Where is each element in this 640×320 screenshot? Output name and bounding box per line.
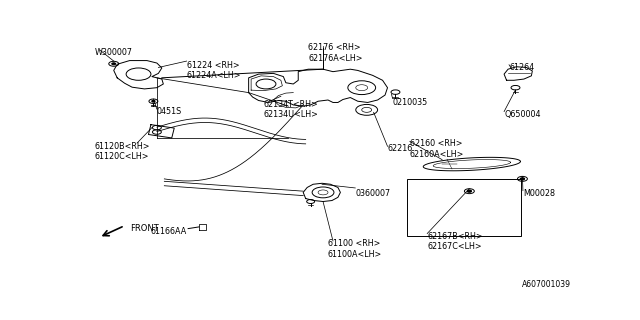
Circle shape (112, 63, 116, 65)
Text: 62216: 62216 (388, 144, 413, 153)
Text: Q650004: Q650004 (504, 110, 541, 119)
Text: 62176 <RH>
62176A<LH>: 62176 <RH> 62176A<LH> (308, 43, 363, 63)
Text: 0210035: 0210035 (392, 98, 428, 107)
Text: 61120B<RH>
61120C<LH>: 61120B<RH> 61120C<LH> (95, 142, 150, 161)
Text: 61100 <RH>
61100A<LH>: 61100 <RH> 61100A<LH> (328, 239, 382, 259)
Bar (408, 179, 522, 236)
Text: 61224 <RH>
61224A<LH>: 61224 <RH> 61224A<LH> (187, 60, 241, 80)
Text: 61166AA: 61166AA (150, 227, 187, 236)
Text: 61264: 61264 (509, 63, 534, 72)
Text: 62160 <RH>
62160A<LH>: 62160 <RH> 62160A<LH> (410, 140, 464, 159)
Text: 62134T<RH>
62134U<LH>: 62134T<RH> 62134U<LH> (264, 100, 318, 119)
Text: FRONT: FRONT (131, 224, 159, 233)
Text: M00028: M00028 (523, 189, 555, 198)
Text: 62167B<RH>
62167C<LH>: 62167B<RH> 62167C<LH> (428, 232, 483, 251)
Circle shape (467, 190, 471, 192)
Text: 0360007: 0360007 (355, 189, 390, 198)
Circle shape (520, 178, 524, 180)
Text: W300007: W300007 (95, 48, 133, 57)
Circle shape (152, 100, 155, 102)
Text: A607001039: A607001039 (522, 280, 571, 289)
Text: 0451S: 0451S (157, 108, 182, 116)
